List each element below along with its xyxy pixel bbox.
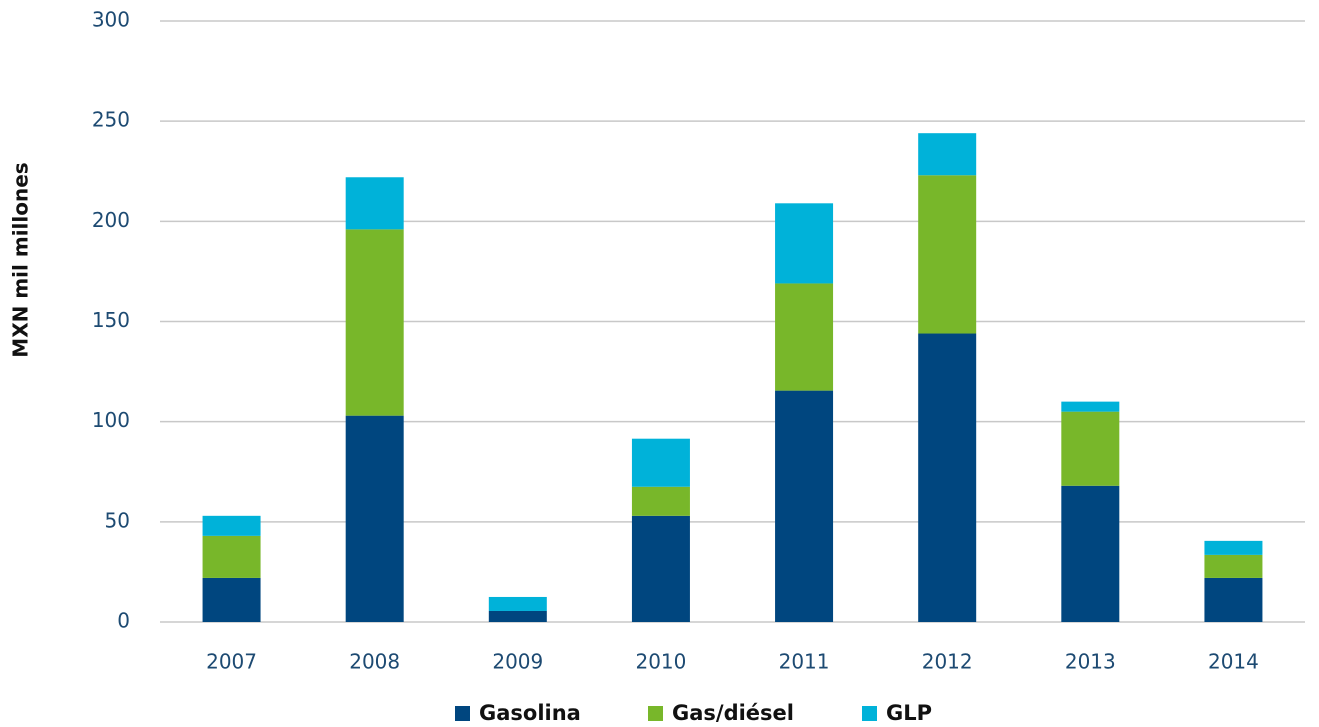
bar-segment <box>1061 401 1120 412</box>
y-axis-label: MXN mil millones <box>9 162 33 357</box>
bar-segment <box>202 577 261 622</box>
y-tick-label: 300 <box>92 8 130 32</box>
x-tick-label: 2011 <box>779 650 830 674</box>
x-tick-label: 2010 <box>635 650 686 674</box>
bar-segment <box>775 283 834 391</box>
legend-label: Gasolina <box>479 701 581 725</box>
x-tick-label: 2012 <box>922 650 973 674</box>
bar-segment <box>918 133 977 176</box>
bar-segment <box>918 333 977 622</box>
legend-swatch <box>648 706 663 721</box>
bar-segment <box>345 177 404 230</box>
x-tick-label: 2007 <box>206 650 257 674</box>
legend-label: Gas/diésel <box>672 701 794 725</box>
bar-segment <box>1061 411 1120 486</box>
bar-segment <box>631 486 690 516</box>
x-tick-label: 2009 <box>492 650 543 674</box>
bar-segment <box>631 438 690 487</box>
bar-segment <box>488 596 547 611</box>
bar-segment <box>918 175 977 334</box>
bar-segment <box>775 203 834 284</box>
bar-segment <box>1061 485 1120 622</box>
bar-segment <box>202 535 261 578</box>
y-tick-label: 150 <box>92 308 130 332</box>
bar-segment <box>775 390 834 622</box>
y-tick-label: 0 <box>117 609 130 633</box>
bar-segment <box>202 515 261 536</box>
bar-segment <box>345 229 404 416</box>
x-tick-label: 2013 <box>1065 650 1116 674</box>
bar-segment <box>345 415 404 622</box>
x-tick-label: 2008 <box>349 650 400 674</box>
x-tick-label: 2014 <box>1208 650 1259 674</box>
legend-swatch <box>455 706 470 721</box>
bar-segment <box>1204 554 1263 578</box>
legend-label: GLP <box>886 701 932 725</box>
bar-segment <box>631 515 690 622</box>
bar-segment <box>488 610 547 622</box>
bar-segment <box>1204 540 1263 555</box>
y-tick-label: 100 <box>92 408 130 432</box>
y-tick-label: 50 <box>105 508 130 532</box>
legend-swatch <box>862 706 877 721</box>
y-tick-label: 200 <box>92 208 130 232</box>
bar-segment <box>1204 577 1263 622</box>
y-tick-label: 250 <box>92 108 130 132</box>
